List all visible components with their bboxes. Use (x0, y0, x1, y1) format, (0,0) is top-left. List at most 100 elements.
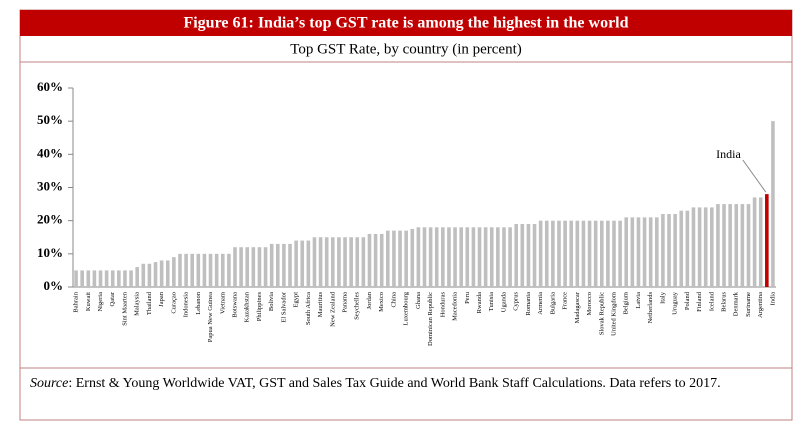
bar (740, 204, 745, 287)
bar (141, 263, 146, 287)
bar (599, 220, 604, 287)
bar (471, 227, 476, 287)
x-tick-label: Morocco (586, 292, 593, 315)
bar (489, 227, 494, 287)
x-tick-label: Philippines (256, 292, 263, 322)
bar (98, 270, 103, 287)
bar (496, 227, 500, 287)
source-label: Source (30, 376, 68, 391)
bar (398, 230, 402, 287)
x-tick-label: Malaysia (134, 292, 141, 316)
bar (581, 220, 586, 287)
annotation: India (716, 147, 741, 161)
y-tick-label: 40% (37, 145, 63, 160)
bar (416, 227, 421, 287)
bar (300, 240, 305, 287)
x-tick-label: Dominican Republic (427, 292, 434, 346)
x-tick-label: Denmark (733, 291, 740, 316)
bar (208, 253, 213, 287)
bar (618, 220, 622, 287)
x-tick-label: Macedonia (452, 292, 459, 321)
x-tick-label: Bulgaria (549, 292, 556, 314)
x-tick-label: Madagascar (574, 291, 581, 323)
x-tick-label: Lebanon (195, 291, 202, 314)
x-tick-label: Poland (684, 291, 691, 310)
x-tick-label: Italy (659, 291, 666, 304)
x-tick-label: Argentina (757, 292, 764, 318)
bar (441, 227, 445, 287)
x-tick-label: Thailand (146, 291, 153, 315)
x-tick-label: Mauritius (317, 292, 324, 318)
bar (606, 220, 610, 287)
x-tick-label: Seychelles (354, 292, 361, 320)
bar (202, 253, 207, 287)
bar (575, 220, 580, 287)
bar (184, 253, 188, 287)
bar (282, 243, 286, 287)
bar (752, 197, 757, 287)
bar (691, 207, 696, 287)
bar (196, 253, 201, 287)
x-tick-label: Armenia (537, 292, 544, 315)
x-tick-label: Egypt (293, 292, 300, 308)
bar (172, 257, 176, 287)
bar (453, 227, 457, 287)
bar (612, 220, 616, 287)
x-tick-label: Luxembourg (403, 291, 410, 325)
bar (220, 253, 225, 287)
bar (526, 223, 531, 287)
x-tick-label: Slovak Republic (598, 292, 605, 335)
bar (257, 247, 262, 287)
bar (233, 247, 237, 287)
bar (104, 270, 109, 287)
x-tick-label: Belarus (721, 292, 728, 312)
chart-title: Figure 61: India’s top GST rate is among… (183, 15, 628, 32)
bar (379, 233, 384, 287)
bar (667, 214, 671, 287)
bar (190, 253, 195, 287)
bar (410, 228, 415, 287)
source-text: : Ernst & Young Worldwide VAT, GST and S… (68, 376, 720, 391)
bar (153, 262, 158, 287)
x-tick-label: Bahrain (73, 291, 80, 312)
x-tick-label: Japan (158, 291, 165, 307)
bar (642, 217, 647, 287)
x-tick-label: Mexico (378, 292, 385, 312)
title-banner (20, 10, 792, 36)
y-tick-label: 30% (37, 178, 63, 193)
bar (110, 270, 115, 287)
bar (587, 220, 592, 287)
bar (275, 243, 280, 287)
bar (563, 220, 567, 287)
y-tick-label: 20% (37, 212, 63, 227)
bar (404, 230, 408, 287)
y-tick-label: 60% (37, 79, 63, 94)
bar (74, 270, 78, 287)
bar (520, 223, 525, 287)
x-tick-label: Sint Maarten (121, 291, 128, 326)
x-tick-label: Latvia (635, 292, 642, 309)
bar (697, 207, 702, 287)
bar (324, 237, 329, 287)
x-tick-label: New Zealand (329, 291, 336, 327)
bar (758, 197, 763, 287)
x-tick-label: Nigeria (97, 292, 104, 312)
x-tick-label: Finland (696, 291, 703, 312)
bar (159, 260, 164, 287)
x-tick-label: United Kingdom (610, 292, 617, 336)
x-tick-label: Curaçao (170, 292, 177, 314)
bar (422, 227, 427, 287)
bar (734, 204, 739, 287)
bar (661, 214, 665, 287)
bar (288, 243, 292, 287)
bar (239, 247, 243, 287)
bar (648, 217, 653, 287)
x-tick-label: China (390, 292, 397, 308)
bar (654, 217, 659, 287)
x-tick-label: Tunisia (488, 292, 495, 311)
bar (716, 204, 720, 287)
bar (123, 270, 127, 287)
bar (294, 240, 298, 287)
x-tick-label: Uganda (500, 292, 507, 312)
